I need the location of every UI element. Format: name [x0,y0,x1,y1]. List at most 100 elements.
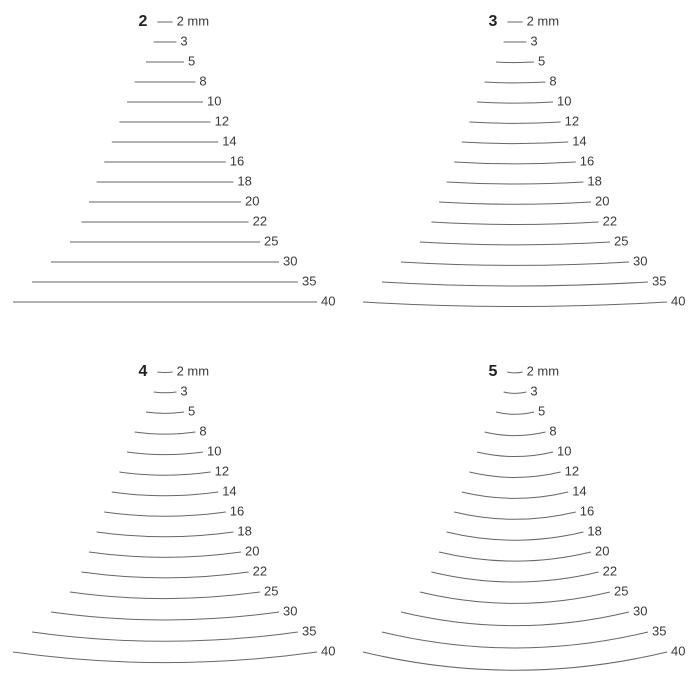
size-label-12: 12 [215,113,229,128]
arc-30 [401,612,629,626]
size-label-20: 20 [245,543,259,558]
arc-10 [477,102,553,103]
size-label-14: 14 [222,483,236,498]
size-label-14: 14 [572,483,586,498]
size-label-8: 8 [549,423,556,438]
size-label-5: 5 [538,403,545,418]
size-label-18: 18 [587,523,601,538]
size-label-2: 2 mm [177,363,210,378]
size-label-10: 10 [207,93,221,108]
arc-16 [454,162,576,164]
panel-4-svg: 42 mm3581012141618202225303540 [0,350,350,700]
size-label-30: 30 [283,603,297,618]
arc-5 [496,62,534,63]
arc-40 [13,652,317,663]
arc-25 [70,592,260,599]
size-label-22: 22 [603,563,617,578]
size-label-25: 25 [614,583,628,598]
size-label-25: 25 [264,233,278,248]
size-label-22: 22 [253,563,267,578]
size-label-5: 5 [188,403,195,418]
arc-16 [454,512,576,519]
size-label-20: 20 [595,543,609,558]
arc-8 [135,432,196,434]
arc-8 [485,82,546,83]
size-label-30: 30 [633,603,647,618]
arc-2 [507,372,522,373]
panel-4: 42 mm3581012141618202225303540 [0,350,350,700]
size-label-25: 25 [614,233,628,248]
panel-2-svg: 22 mm3581012141618202225303540 [0,0,350,350]
arc-18 [447,182,584,184]
size-label-16: 16 [580,153,594,168]
size-label-18: 18 [237,523,251,538]
panel-3-svg: 32 mm3581012141618202225303540 [350,0,700,350]
panel-grid: 22 mm3581012141618202225303540 32 mm3581… [0,0,700,700]
size-label-5: 5 [188,53,195,68]
size-label-12: 12 [565,113,579,128]
arc-3 [504,392,527,393]
arc-22 [431,222,598,225]
size-label-40: 40 [671,293,685,308]
size-label-35: 35 [302,273,316,288]
panel-5: 52 mm3581012141618202225303540 [350,350,700,700]
size-label-10: 10 [557,93,571,108]
arc-8 [485,432,546,436]
size-label-20: 20 [595,193,609,208]
arc-22 [81,572,248,578]
arc-3 [154,392,177,393]
arc-22 [431,572,598,582]
arc-30 [51,612,279,620]
size-label-10: 10 [557,443,571,458]
size-label-18: 18 [237,173,251,188]
arc-5 [146,412,184,413]
arc-12 [119,472,210,475]
size-label-14: 14 [222,133,236,148]
size-label-2: 2 mm [177,13,210,28]
size-label-2: 2 mm [527,363,560,378]
size-label-22: 22 [603,213,617,228]
panel-5-svg: 52 mm3581012141618202225303540 [350,350,700,700]
size-label-2: 2 mm [527,13,560,28]
arc-14 [112,492,218,496]
size-label-16: 16 [580,503,594,518]
size-label-35: 35 [652,623,666,638]
arc-25 [420,242,610,245]
arc-20 [89,552,241,557]
arc-18 [97,532,234,537]
size-label-40: 40 [321,293,335,308]
panel-title: 2 [138,13,147,30]
panel-2: 22 mm3581012141618202225303540 [0,0,350,350]
size-label-3: 3 [530,33,537,48]
size-label-30: 30 [283,253,297,268]
arc-16 [104,512,226,516]
size-label-35: 35 [302,623,316,638]
arc-2 [157,372,172,373]
panel-title: 5 [488,363,497,380]
size-label-3: 3 [530,383,537,398]
panel-title: 3 [488,13,497,30]
size-label-14: 14 [572,133,586,148]
size-label-8: 8 [199,423,206,438]
size-label-16: 16 [230,503,244,518]
arc-12 [469,472,560,477]
arc-30 [401,262,629,265]
size-label-20: 20 [245,193,259,208]
arc-40 [363,302,667,307]
arc-35 [382,632,648,648]
arc-25 [420,592,610,603]
arc-14 [462,142,568,144]
arc-18 [447,532,584,540]
size-label-25: 25 [264,583,278,598]
size-label-30: 30 [633,253,647,268]
size-label-40: 40 [671,643,685,658]
arc-35 [32,632,298,641]
size-label-3: 3 [180,383,187,398]
size-label-8: 8 [199,73,206,88]
size-label-18: 18 [587,173,601,188]
size-label-3: 3 [180,33,187,48]
size-label-10: 10 [207,443,221,458]
size-label-22: 22 [253,213,267,228]
arc-12 [469,122,560,123]
size-label-35: 35 [652,273,666,288]
